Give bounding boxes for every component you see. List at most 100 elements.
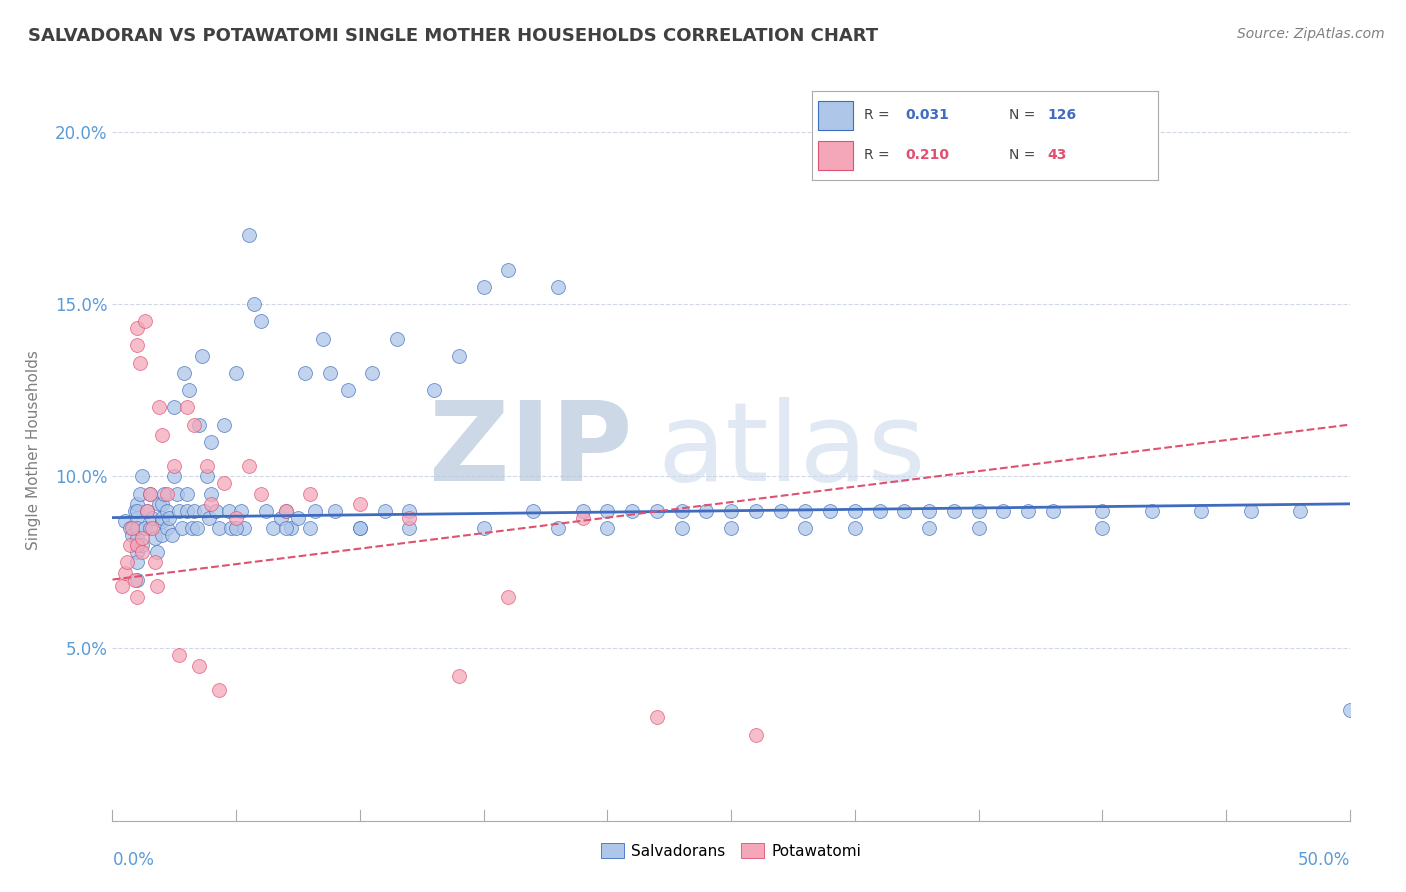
Point xyxy=(127,573,149,587)
Point xyxy=(671,521,693,535)
Point xyxy=(398,521,420,535)
Point xyxy=(127,555,149,569)
Point xyxy=(176,504,198,518)
Point xyxy=(156,486,179,500)
Point xyxy=(138,486,160,500)
Point xyxy=(844,521,866,535)
Point xyxy=(127,504,149,518)
Point xyxy=(136,504,159,518)
Point xyxy=(274,521,297,535)
Point xyxy=(121,521,143,535)
Point xyxy=(163,458,186,473)
Point xyxy=(128,356,150,370)
Point xyxy=(150,528,173,542)
Point xyxy=(547,521,569,535)
Point xyxy=(150,510,173,524)
Point xyxy=(127,338,149,352)
Point xyxy=(312,332,335,346)
Point xyxy=(150,497,173,511)
Point xyxy=(447,669,470,683)
Point xyxy=(225,366,247,380)
Point xyxy=(671,504,693,518)
Point xyxy=(844,504,866,518)
Point xyxy=(127,538,149,552)
Point xyxy=(188,417,211,432)
Point xyxy=(163,469,186,483)
Point xyxy=(1289,504,1312,518)
Text: 50.0%: 50.0% xyxy=(1298,851,1350,869)
Point xyxy=(127,497,149,511)
Point xyxy=(169,504,191,518)
Point xyxy=(141,510,163,524)
Point xyxy=(571,510,593,524)
Point xyxy=(319,366,342,380)
Point xyxy=(299,486,322,500)
Point xyxy=(176,486,198,500)
Point xyxy=(180,521,202,535)
Point xyxy=(254,504,277,518)
Point xyxy=(869,504,891,518)
Legend: Salvadorans, Potawatomi: Salvadorans, Potawatomi xyxy=(595,837,868,865)
Point xyxy=(274,504,297,518)
Point xyxy=(183,504,205,518)
Point xyxy=(280,521,302,535)
Point xyxy=(146,579,169,593)
Point xyxy=(153,486,176,500)
Point xyxy=(146,545,169,559)
Point xyxy=(1091,504,1114,518)
Point xyxy=(238,458,260,473)
Point xyxy=(114,566,136,580)
Point xyxy=(225,510,247,524)
Point xyxy=(176,401,198,415)
Point xyxy=(173,366,195,380)
Point xyxy=(160,528,183,542)
Point xyxy=(918,521,941,535)
Point xyxy=(967,521,990,535)
Point xyxy=(124,504,146,518)
Point xyxy=(270,510,292,524)
Point xyxy=(621,504,644,518)
Point xyxy=(188,658,211,673)
Point xyxy=(219,521,242,535)
Point xyxy=(231,504,253,518)
Point xyxy=(522,504,544,518)
Text: 0.0%: 0.0% xyxy=(112,851,155,869)
Point xyxy=(156,521,179,535)
Point xyxy=(745,504,768,518)
Point xyxy=(200,486,222,500)
Point xyxy=(111,579,134,593)
Point xyxy=(250,314,273,328)
Point xyxy=(349,497,371,511)
Point xyxy=(208,682,231,697)
Point xyxy=(163,401,186,415)
Point xyxy=(131,469,153,483)
Point xyxy=(967,504,990,518)
Point xyxy=(1091,521,1114,535)
Point xyxy=(138,521,160,535)
Point xyxy=(193,504,215,518)
Y-axis label: Single Mother Households: Single Mother Households xyxy=(27,351,41,550)
Point xyxy=(385,332,408,346)
Point xyxy=(200,434,222,449)
Point xyxy=(242,297,264,311)
Point xyxy=(127,590,149,604)
Point xyxy=(794,504,817,518)
Point xyxy=(118,538,141,552)
Point xyxy=(993,504,1015,518)
Point xyxy=(169,648,191,663)
Point xyxy=(198,510,221,524)
Point xyxy=(361,366,384,380)
Point xyxy=(571,504,593,518)
Point xyxy=(143,555,166,569)
Point xyxy=(942,504,965,518)
Point xyxy=(695,504,717,518)
Point xyxy=(349,521,371,535)
Text: SALVADORAN VS POTAWATOMI SINGLE MOTHER HOUSEHOLDS CORRELATION CHART: SALVADORAN VS POTAWATOMI SINGLE MOTHER H… xyxy=(28,27,879,45)
Point xyxy=(794,521,817,535)
Text: atlas: atlas xyxy=(657,397,925,504)
Point xyxy=(918,504,941,518)
Point xyxy=(195,458,218,473)
Point xyxy=(645,710,668,724)
Point xyxy=(127,510,149,524)
Point xyxy=(818,504,841,518)
